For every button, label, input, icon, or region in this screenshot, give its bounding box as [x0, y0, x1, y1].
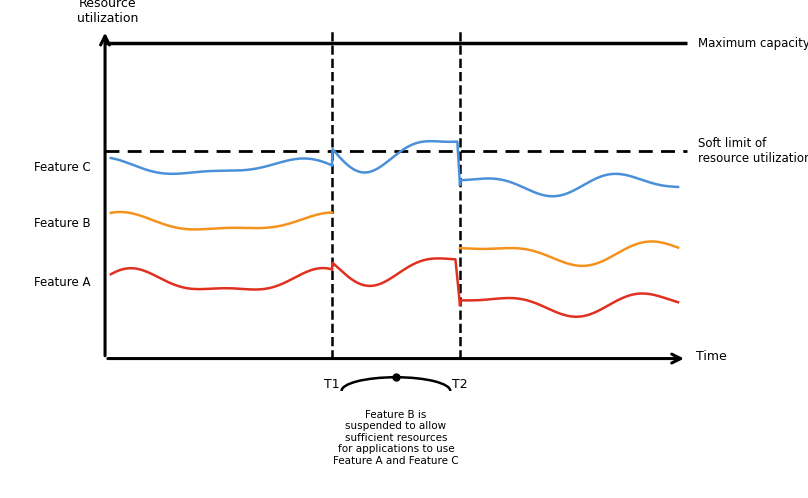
- Text: Maximum capacity: Maximum capacity: [698, 36, 808, 49]
- Text: Soft limit of
resource utilization: Soft limit of resource utilization: [698, 137, 808, 165]
- Text: Feature B is
suspended to allow
sufficient resources
for applications to use
Fea: Feature B is suspended to allow sufficie…: [333, 409, 459, 466]
- Text: Resource
utilization: Resource utilization: [78, 0, 139, 25]
- Text: Time: Time: [696, 351, 726, 364]
- Text: Feature B: Feature B: [34, 217, 90, 230]
- Text: T2: T2: [452, 378, 468, 391]
- Text: Feature A: Feature A: [34, 276, 90, 289]
- Text: T1: T1: [324, 378, 339, 391]
- Text: Feature C: Feature C: [34, 161, 90, 174]
